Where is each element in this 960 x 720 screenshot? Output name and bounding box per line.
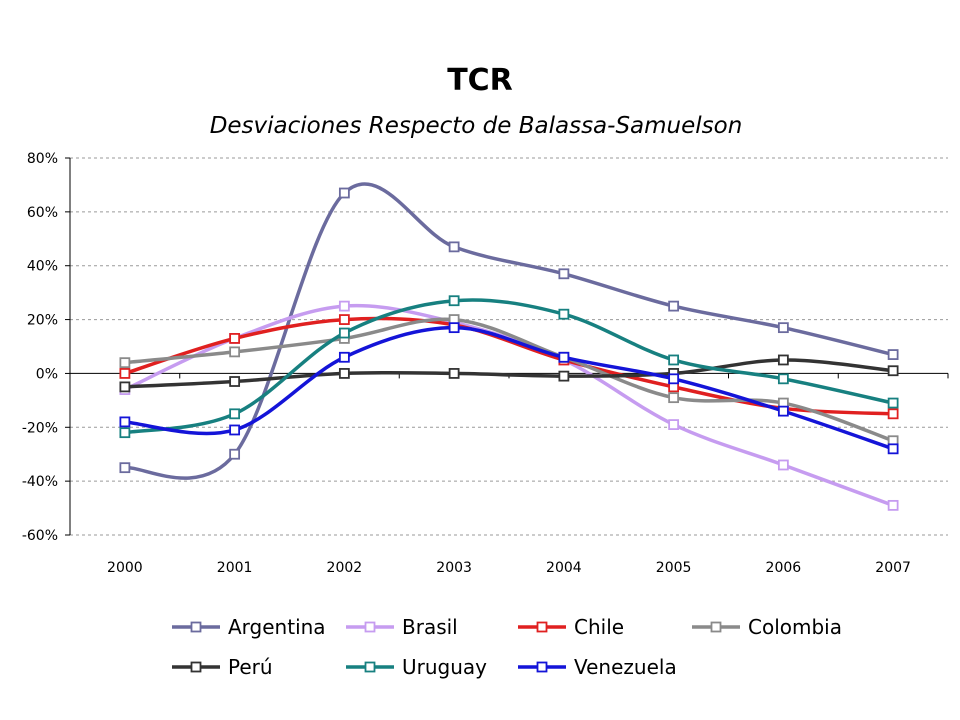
y-tick-label: -60% bbox=[22, 528, 58, 544]
data-point bbox=[668, 392, 680, 404]
series-line bbox=[124, 298, 894, 435]
data-point bbox=[229, 346, 241, 358]
data-point bbox=[777, 405, 789, 417]
data-point bbox=[229, 333, 241, 344]
legend-label: Uruguay bbox=[402, 655, 487, 679]
data-point bbox=[887, 443, 899, 455]
series-line bbox=[124, 182, 894, 480]
x-tick-label: 2000 bbox=[107, 560, 143, 576]
data-point bbox=[338, 187, 350, 199]
data-point bbox=[338, 314, 350, 325]
y-tick-label: -20% bbox=[22, 420, 58, 436]
legend-marker bbox=[190, 621, 202, 633]
data-point bbox=[558, 370, 570, 382]
legend-label: Venezuela bbox=[574, 655, 677, 679]
data-point bbox=[119, 416, 131, 428]
data-point bbox=[229, 408, 241, 420]
legend-marker bbox=[710, 621, 722, 633]
x-tick-label: 2005 bbox=[656, 560, 692, 576]
legend-marker bbox=[364, 621, 376, 633]
y-tick-label: -40% bbox=[22, 474, 58, 490]
data-point bbox=[887, 499, 899, 511]
data-point bbox=[668, 373, 680, 385]
data-point bbox=[668, 354, 680, 366]
series-line bbox=[124, 316, 894, 416]
data-point bbox=[448, 368, 460, 379]
y-tick-label: 80% bbox=[27, 151, 58, 167]
legend-label: Brasil bbox=[402, 615, 458, 639]
data-point bbox=[887, 365, 899, 377]
series-line bbox=[124, 358, 894, 389]
data-point bbox=[777, 354, 789, 366]
data-point bbox=[448, 322, 460, 334]
data-point bbox=[887, 408, 899, 420]
series-group bbox=[119, 182, 899, 511]
legend-marker bbox=[536, 661, 548, 673]
legend-label: Perú bbox=[228, 655, 273, 679]
y-tick-label: 40% bbox=[27, 259, 58, 275]
data-point bbox=[558, 268, 570, 280]
legend-item-brasil: Brasil bbox=[346, 615, 458, 639]
chart-subtitle: Desviaciones Respecto de Balassa-Samuels… bbox=[210, 113, 743, 139]
legend-marker bbox=[364, 661, 376, 673]
legend-item-argentina: Argentina bbox=[172, 615, 326, 639]
x-tick-label: 2004 bbox=[546, 560, 582, 576]
chart-title: TCR bbox=[447, 63, 513, 98]
legend-label: Chile bbox=[574, 615, 624, 639]
x-tick-label: 2001 bbox=[217, 560, 253, 576]
legend-item-peru: Perú bbox=[172, 655, 273, 679]
data-point bbox=[338, 300, 350, 312]
gridlines bbox=[70, 157, 948, 536]
y-tick-label: 20% bbox=[27, 313, 58, 329]
data-point bbox=[668, 300, 680, 312]
data-point bbox=[338, 368, 350, 379]
data-point bbox=[119, 381, 131, 393]
data-point bbox=[777, 459, 789, 471]
axes: 80% 60% 40% 20% 0% -20% -40% -60% 2000 2001 2002 20… bbox=[22, 151, 949, 576]
series-uruguay bbox=[119, 295, 899, 439]
legend-label: Colombia bbox=[748, 615, 842, 639]
data-point bbox=[777, 373, 789, 385]
legend-label: Argentina bbox=[228, 615, 326, 639]
series-line bbox=[124, 325, 894, 451]
data-point bbox=[558, 308, 570, 320]
data-point bbox=[229, 424, 241, 436]
legend-item-chile: Chile bbox=[518, 615, 624, 639]
legend-item-uruguay: Uruguay bbox=[346, 655, 487, 679]
data-point bbox=[558, 351, 570, 363]
data-point bbox=[119, 357, 131, 369]
data-point bbox=[119, 427, 131, 439]
y-tick-label: 60% bbox=[27, 205, 58, 221]
data-point bbox=[668, 419, 680, 430]
legend-item-colombia: Colombia bbox=[692, 615, 842, 639]
legend-marker bbox=[536, 621, 548, 633]
series-venezuela bbox=[119, 322, 899, 455]
legend: Argentina Brasil Chile Colombia Perú Uruguay V… bbox=[172, 615, 842, 679]
legend-item-venezuela: Venezuela bbox=[518, 655, 677, 679]
data-point bbox=[229, 448, 241, 460]
data-point bbox=[887, 397, 899, 409]
y-tick-label: 0% bbox=[36, 366, 58, 382]
x-tick-label: 2006 bbox=[766, 560, 802, 576]
data-point bbox=[448, 241, 460, 253]
data-point bbox=[448, 295, 460, 307]
data-point bbox=[119, 368, 131, 379]
data-point bbox=[119, 462, 131, 474]
data-point bbox=[338, 351, 350, 363]
data-point bbox=[229, 376, 241, 387]
data-point bbox=[338, 327, 350, 339]
data-point bbox=[777, 322, 789, 334]
x-tick-label: 2003 bbox=[436, 560, 472, 576]
data-point bbox=[887, 349, 899, 360]
x-tick-label: 2007 bbox=[875, 560, 911, 576]
legend-marker bbox=[190, 661, 202, 673]
x-tick-label: 2002 bbox=[327, 560, 363, 576]
series-argentina bbox=[119, 182, 899, 480]
series-line bbox=[124, 317, 894, 443]
